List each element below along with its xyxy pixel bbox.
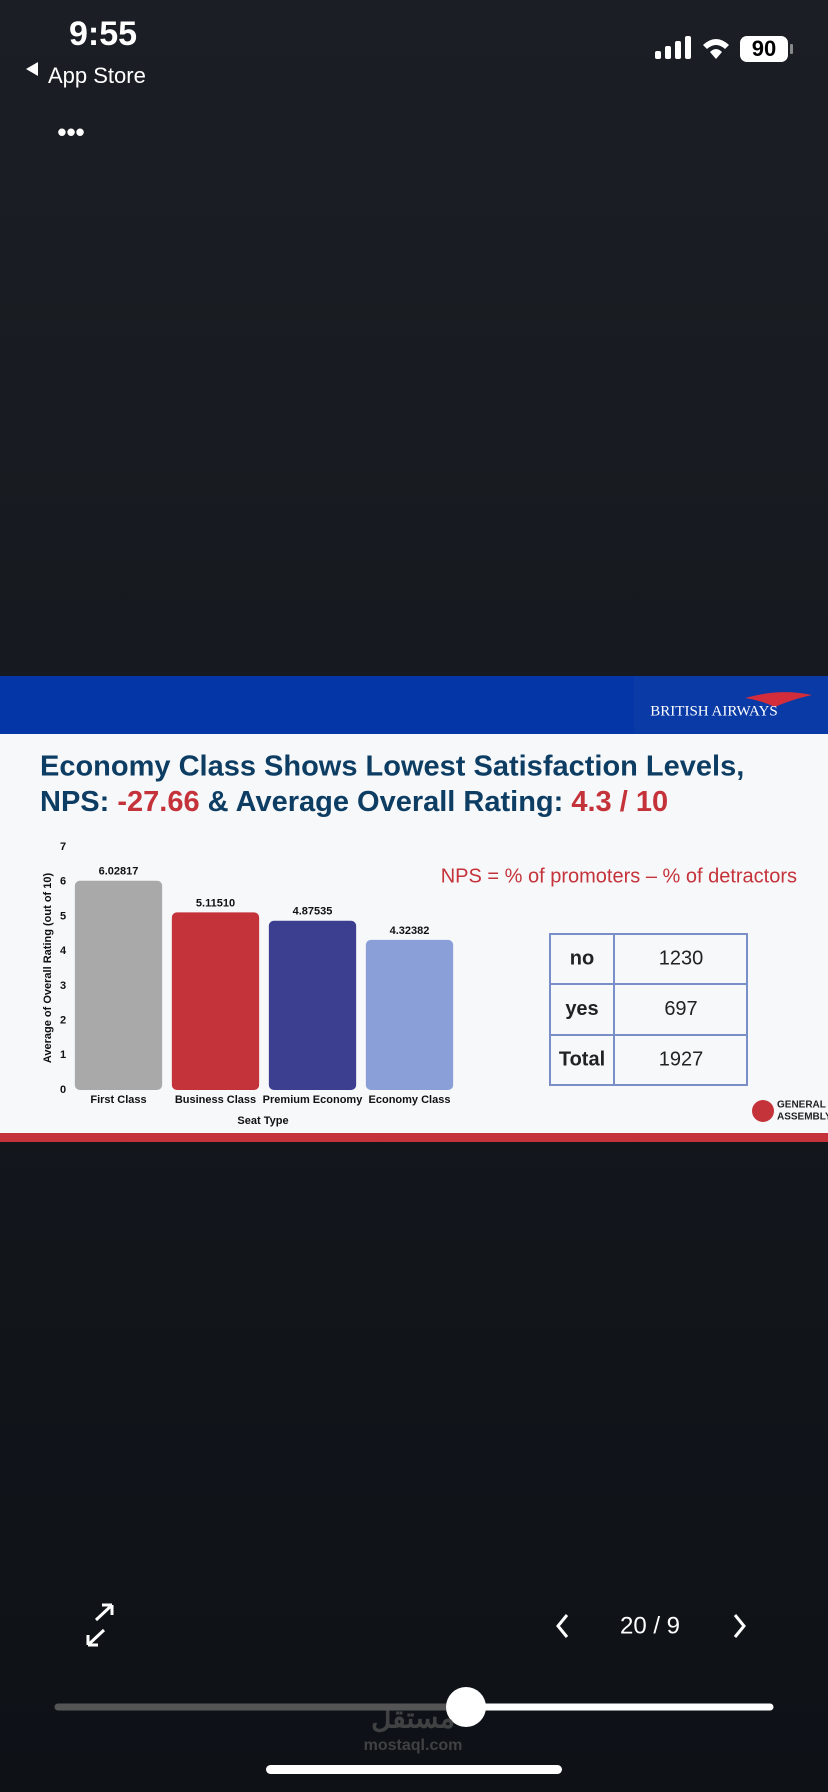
nps-value: -27.66 (117, 786, 199, 818)
x-axis-title: Seat Type (237, 1115, 288, 1127)
title-text: & Average Overall Rating: (208, 786, 564, 818)
y-tick-label: 1 (60, 1049, 66, 1061)
back-link[interactable]: App Store (48, 63, 146, 88)
brand-name: BRITISH AIRWAYS (650, 703, 777, 719)
collapse-button[interactable] (86, 1603, 114, 1647)
prev-button[interactable] (556, 1614, 569, 1638)
table-cell: 1230 (659, 947, 704, 969)
battery-tip (790, 44, 793, 54)
table-cell: no (570, 947, 594, 969)
table-cell: Total (559, 1048, 605, 1070)
table-cell: yes (565, 998, 598, 1020)
table-cell: 697 (664, 998, 697, 1020)
watermark: mostaql.com (364, 1737, 463, 1754)
wifi-icon (703, 39, 729, 59)
back-arrow[interactable] (26, 62, 38, 76)
logo-text: GENERAL (777, 1100, 826, 1111)
slide-footer-bar (0, 1133, 828, 1142)
x-tick-label: Premium Economy (263, 1094, 364, 1106)
brand-mark (745, 692, 812, 707)
title-text: NPS: (40, 786, 109, 818)
value-label: 4.32382 (390, 925, 430, 937)
signal-icon (655, 36, 691, 59)
y-tick-label: 4 (60, 945, 67, 957)
slide-title: Economy Class Shows Lowest Satisfaction … (40, 751, 744, 783)
value-label: 6.02817 (99, 866, 139, 878)
y-axis-title: Average of Overall Rating (out of 10) (42, 873, 54, 1064)
bar (365, 939, 454, 1090)
slider-knob[interactable] (446, 1687, 486, 1727)
x-tick-label: Economy Class (369, 1094, 451, 1106)
next-button[interactable] (733, 1614, 746, 1638)
value-label: 4.87535 (293, 906, 333, 918)
y-tick-label: 0 (60, 1084, 66, 1096)
page-indicator: 20 / 9 (620, 1612, 680, 1639)
y-tick-label: 3 (60, 980, 66, 992)
logo-mark (752, 1100, 774, 1122)
bar (268, 920, 357, 1090)
slide-title-line2: NPS: -27.66 & Average Overall Rating: 4.… (40, 786, 668, 818)
x-tick-label: Business Class (175, 1094, 256, 1106)
rating-value: 4.3 / 10 (571, 786, 668, 818)
y-tick-label: 2 (60, 1014, 66, 1026)
table (549, 933, 748, 1086)
bar (74, 880, 163, 1090)
y-tick-label: 7 (60, 841, 66, 853)
value-label: 5.11510 (196, 897, 235, 909)
nps-formula: NPS = % of promoters – % of detractors (441, 865, 797, 887)
y-tick-label: 6 (60, 876, 66, 888)
battery-level: 90 (752, 36, 776, 61)
logo-text: ASSEMBLY (777, 1112, 828, 1123)
x-tick-label: First Class (90, 1094, 146, 1106)
watermark: مستقل (371, 1702, 455, 1733)
battery-icon (740, 36, 788, 62)
table-cell: 1927 (659, 1048, 704, 1070)
bar (171, 912, 260, 1090)
time: 9:55 (69, 15, 137, 53)
y-tick-label: 5 (60, 910, 66, 922)
more-menu[interactable]: ••• (57, 117, 84, 147)
home-indicator (266, 1765, 562, 1774)
brand-box (634, 676, 828, 734)
